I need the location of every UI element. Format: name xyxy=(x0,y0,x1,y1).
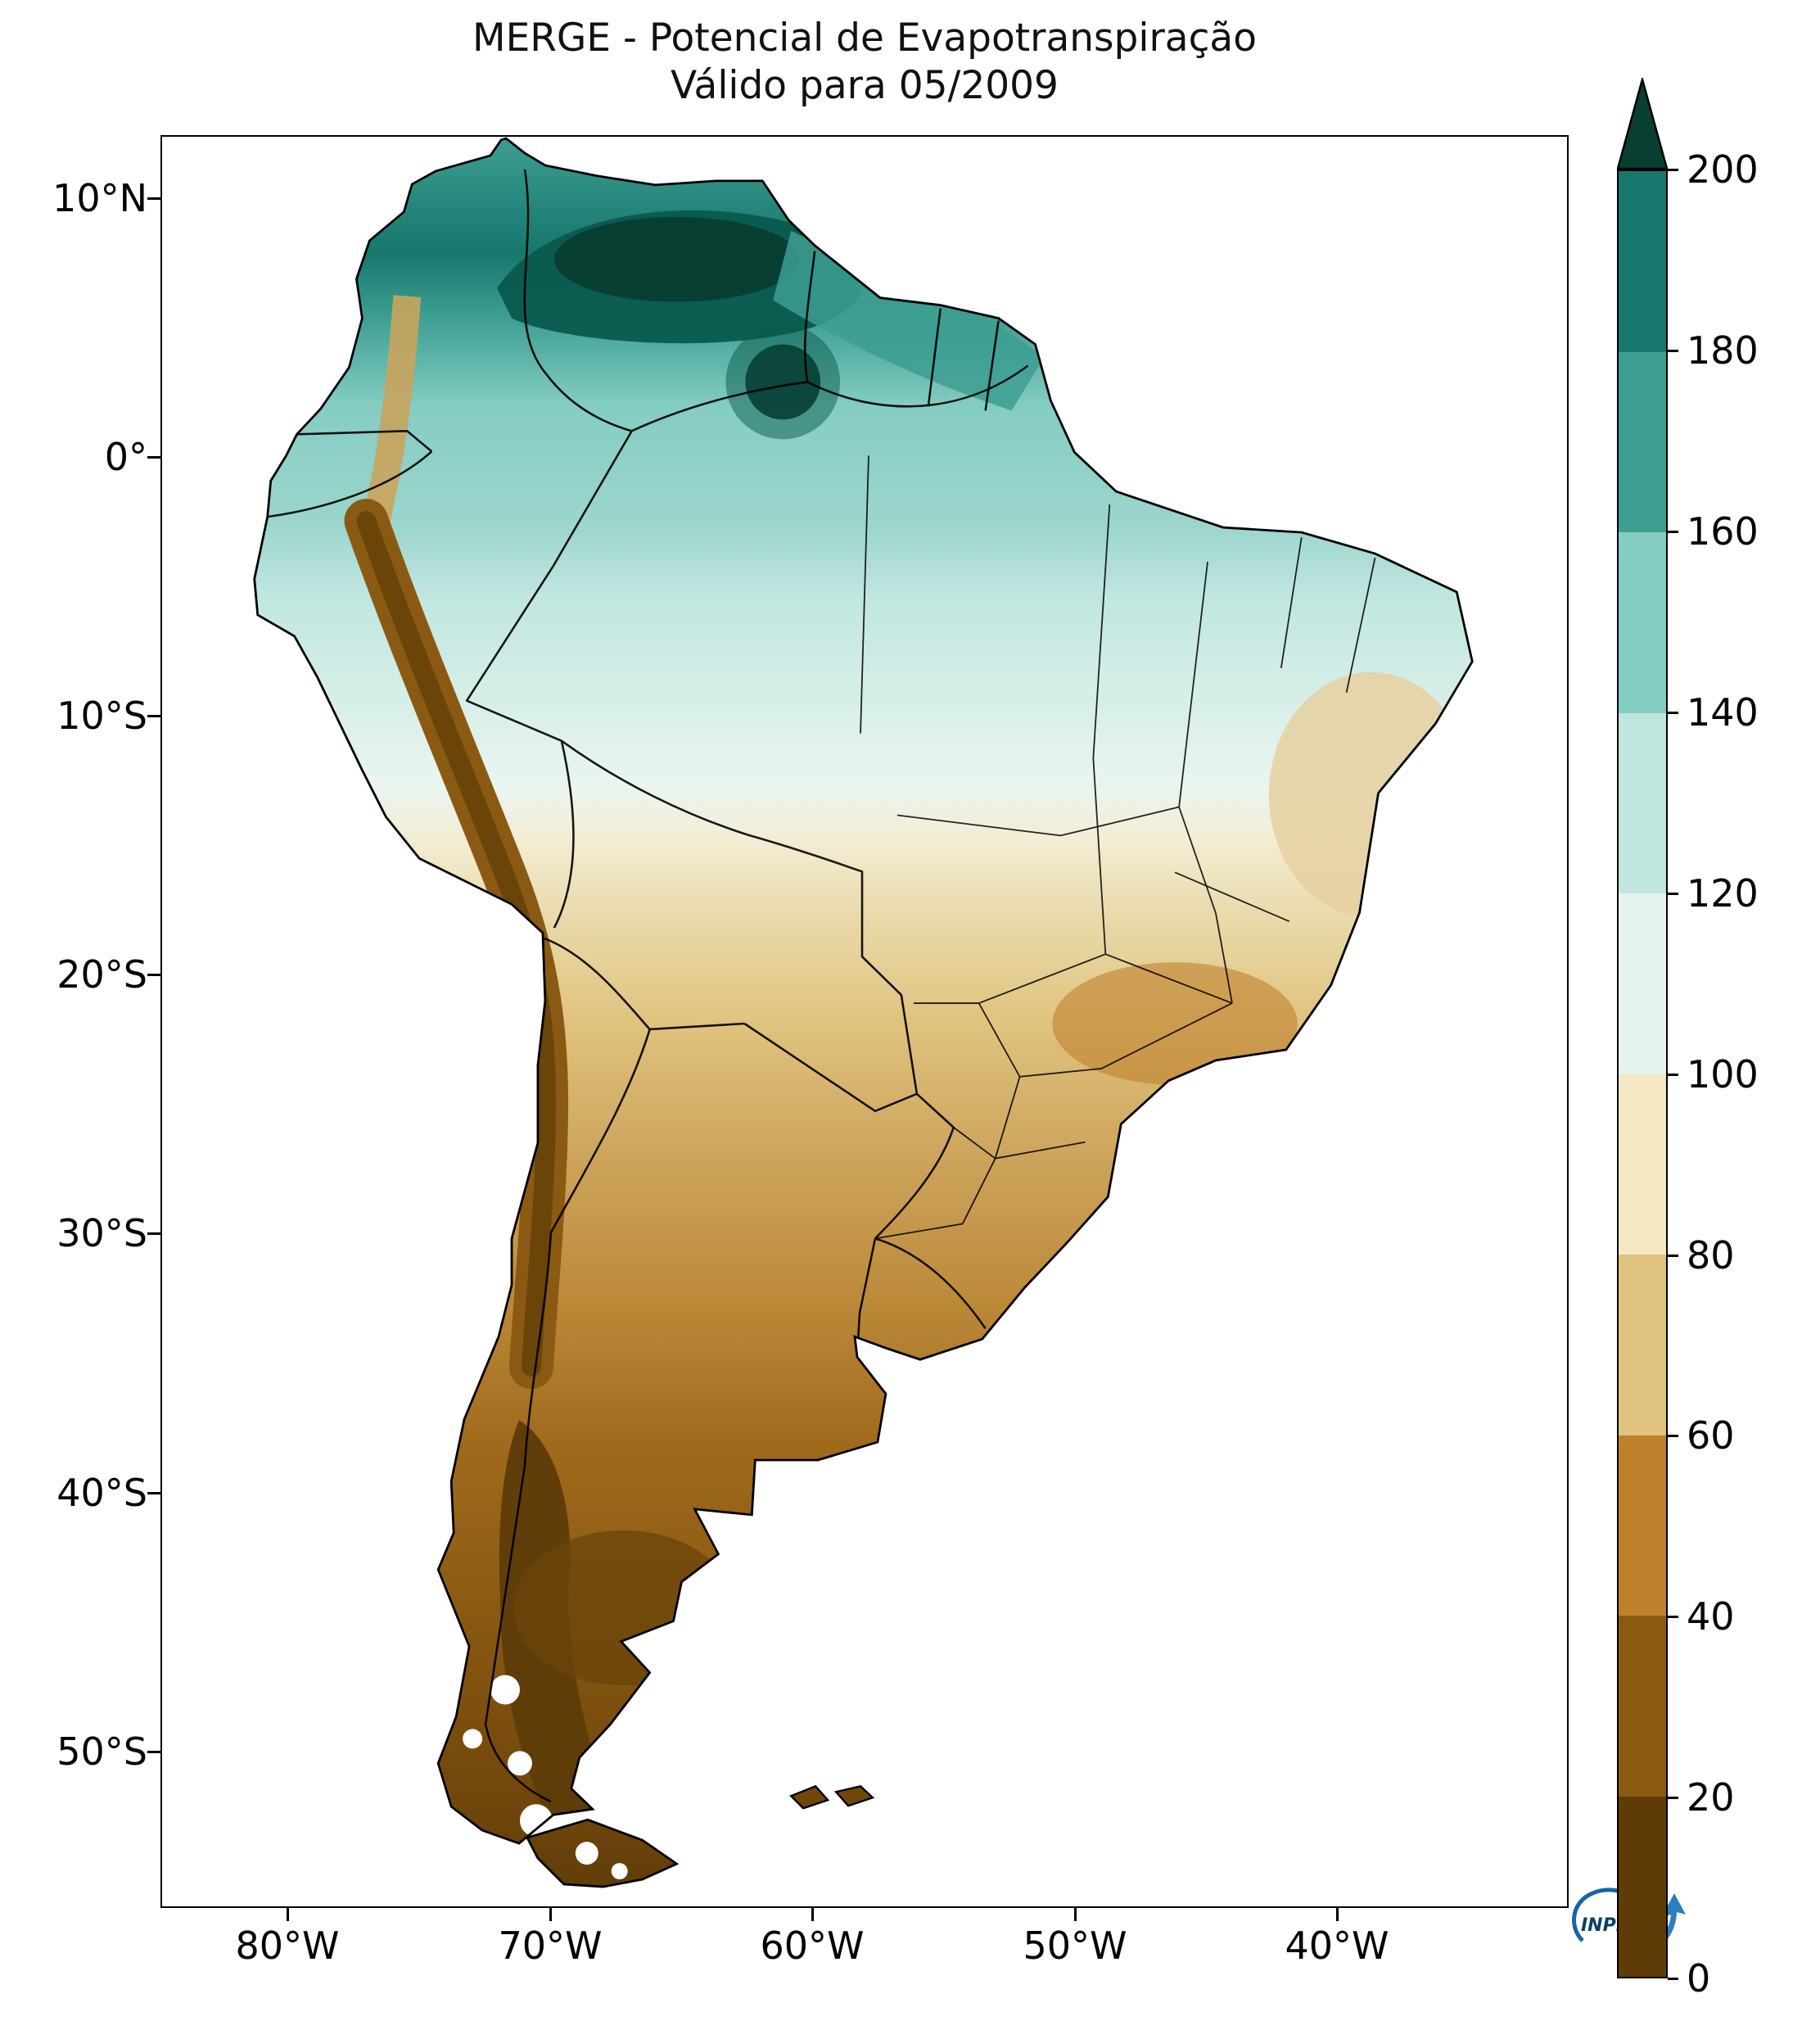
ytick-mark xyxy=(147,456,160,459)
colorbar-tick xyxy=(1668,1255,1678,1257)
colorbar-label-120: 120 xyxy=(1687,871,1759,916)
lon-label-50w: 50°W xyxy=(1023,1924,1127,1968)
colorbar-tick xyxy=(1668,1978,1678,1980)
lon-label-60w: 60°W xyxy=(760,1924,865,1968)
title-line-2: Válido para 05/2009 xyxy=(671,63,1059,108)
colorbar-label-200: 200 xyxy=(1687,147,1759,192)
south-america-map xyxy=(253,137,1474,1888)
southeast-brazil-brown-patch xyxy=(1052,962,1298,1085)
guianas-teal-strip xyxy=(773,230,1045,411)
colorbar-label-160: 160 xyxy=(1687,509,1759,554)
colorbar-band-60-80 xyxy=(1619,1255,1666,1435)
xtick-mark xyxy=(1336,1908,1339,1921)
andes-north-tan-ridge xyxy=(362,295,422,525)
mainland-landmass xyxy=(254,138,1473,1844)
title-line-1: MERGE - Potencial de Evapotranspiração xyxy=(472,16,1257,61)
colorbar-label-40: 40 xyxy=(1687,1594,1735,1639)
ytick-mark xyxy=(147,1232,160,1235)
colorbar-label-100: 100 xyxy=(1687,1052,1759,1096)
colorbar-tick xyxy=(1668,1074,1678,1076)
lat-label-50s: 50°S xyxy=(56,1729,147,1774)
map-plot-area: INPE xyxy=(160,135,1686,1957)
xtick-mark xyxy=(287,1908,289,1921)
colorbar-band-120-140 xyxy=(1619,712,1666,893)
colorbar xyxy=(1617,78,1668,1978)
colorbar-tick xyxy=(1668,893,1678,895)
colorbar-label-60: 60 xyxy=(1687,1413,1735,1458)
xtick-mark xyxy=(549,1908,552,1921)
lon-label-80w: 80°W xyxy=(235,1924,340,1968)
country-borders xyxy=(267,169,1029,1803)
ytick-mark xyxy=(147,1492,160,1494)
colorbar-band-100-120 xyxy=(1619,893,1666,1074)
tierra-del-fuego-no-data xyxy=(575,1842,628,1880)
colorbar-band-40-60 xyxy=(1619,1435,1666,1616)
colorbar-band-80-100 xyxy=(1619,1074,1666,1255)
colorbar-tick xyxy=(1668,712,1678,714)
colorbar-label-180: 180 xyxy=(1687,328,1759,373)
colorbar-tick xyxy=(1668,1616,1678,1618)
colorbar-tick xyxy=(1668,1797,1678,1799)
tierra-del-fuego-island xyxy=(525,1818,680,1888)
colorbar-tick xyxy=(1668,350,1678,352)
tepui-dark-spot xyxy=(745,344,821,420)
ytick-mark xyxy=(147,974,160,976)
falkland-islands xyxy=(789,1784,875,1810)
colorbar-extend-arrow xyxy=(1617,78,1668,170)
colorbar-band-20-40 xyxy=(1619,1616,1666,1797)
lat-label-40s: 40°S xyxy=(56,1471,147,1515)
xtick-mark xyxy=(811,1908,814,1921)
logo-arrow xyxy=(1636,1893,1686,1957)
colorbar-band-160-180 xyxy=(1619,351,1666,532)
patagonia-brown-patch xyxy=(513,1530,734,1686)
figure-title: MERGE - Potencial de Evapotranspiração V… xyxy=(160,15,1569,110)
colorbar-label-80: 80 xyxy=(1687,1233,1735,1277)
lon-label-70w: 70°W xyxy=(498,1924,603,1968)
state-borders xyxy=(860,455,1376,1240)
colorbar-band-0-20 xyxy=(1619,1796,1666,1977)
northeast-brazil-tan-patch xyxy=(1268,671,1473,918)
venezuela-darkest-core xyxy=(553,216,800,302)
colorbar-tick xyxy=(1668,169,1678,171)
lat-label-10n: 10°N xyxy=(52,176,147,220)
lat-label-20s: 20°S xyxy=(56,952,147,997)
lat-label-10s: 10°S xyxy=(56,694,147,738)
colorbar-tick xyxy=(1668,1435,1678,1437)
ytick-mark xyxy=(147,1751,160,1753)
xtick-mark xyxy=(1074,1908,1077,1921)
ytick-mark xyxy=(147,197,160,200)
colorbar-label-20: 20 xyxy=(1687,1775,1735,1820)
colorbar-label-140: 140 xyxy=(1687,690,1759,735)
colorbar-bands xyxy=(1617,170,1668,1978)
coastline xyxy=(253,137,1474,1845)
colorbar-band-140-160 xyxy=(1619,532,1666,713)
lat-label-0: 0° xyxy=(104,435,147,479)
ytick-mark xyxy=(147,715,160,717)
colorbar-tick xyxy=(1668,531,1678,533)
colorbar-label-0: 0 xyxy=(1687,1956,1711,2001)
colorbar-band-180-200 xyxy=(1619,171,1666,352)
lat-label-30s: 30°S xyxy=(56,1211,147,1255)
lon-label-40w: 40°W xyxy=(1285,1924,1389,1968)
